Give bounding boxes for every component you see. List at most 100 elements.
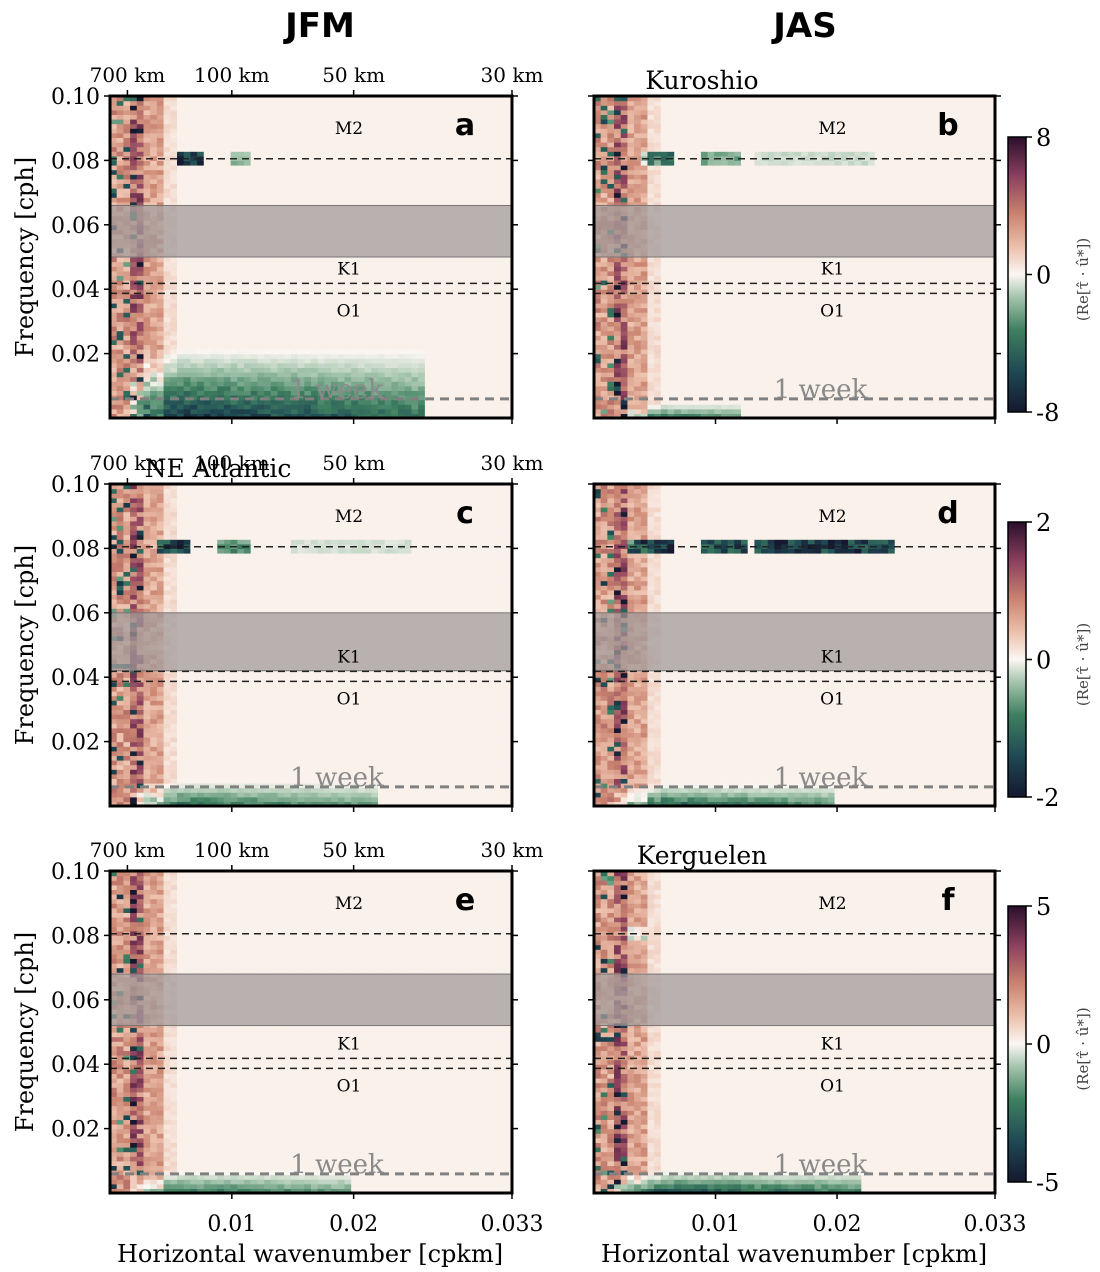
heatmap-cell <box>230 385 238 391</box>
heatmap-cell <box>183 362 191 368</box>
heatmap-cell <box>277 307 285 313</box>
heatmap-cell <box>183 372 191 378</box>
heatmap-cell <box>620 284 629 290</box>
heatmap-cell <box>418 160 426 166</box>
heatmap-cell <box>130 160 138 166</box>
heatmap-cell <box>217 413 225 419</box>
heatmap-cell <box>317 293 325 299</box>
heatmap-cell <box>478 151 486 157</box>
heatmap-cell <box>230 358 238 364</box>
heatmap-cell <box>634 270 642 276</box>
heatmap-cell <box>136 188 145 194</box>
heatmap-cell <box>250 312 258 318</box>
heatmap-cell <box>594 160 602 166</box>
heatmap-cell <box>270 119 279 125</box>
heatmap-cell <box>411 261 419 267</box>
heatmap-cell <box>491 307 500 313</box>
heatmap-cell <box>290 390 299 396</box>
heatmap-cell <box>614 174 622 180</box>
heatmap-cell <box>203 289 212 295</box>
heatmap-cell <box>110 307 118 313</box>
heatmap-cell <box>270 307 279 313</box>
heatmap-cell <box>264 137 272 143</box>
heatmap-cell <box>110 142 118 148</box>
heatmap-cell <box>485 381 493 387</box>
heatmap-cell <box>620 105 629 111</box>
heatmap-cell <box>197 303 205 309</box>
heatmap-cell <box>311 160 319 166</box>
heatmap-cell <box>237 330 245 336</box>
heatmap-cell <box>244 280 252 286</box>
heatmap-cell <box>478 385 486 391</box>
heatmap-cell <box>170 390 178 396</box>
heatmap-cell <box>331 155 339 161</box>
heatmap-cell <box>445 132 453 138</box>
heatmap-cell <box>250 298 258 304</box>
heatmap-cell <box>647 128 655 134</box>
heatmap-cell <box>116 96 124 102</box>
heatmap-cell <box>351 390 359 396</box>
heatmap-cell <box>391 307 399 313</box>
heatmap-cell <box>297 307 305 313</box>
heatmap-cell <box>391 275 399 281</box>
heatmap-cell <box>270 178 279 184</box>
heatmap-cell <box>627 303 635 309</box>
heatmap-cell <box>465 307 473 313</box>
heatmap-cell <box>384 146 392 152</box>
heatmap-cell <box>331 96 339 102</box>
heatmap-cell <box>351 275 359 281</box>
heatmap-cell <box>183 275 191 281</box>
heatmap-cell <box>311 114 319 120</box>
heatmap-cell <box>660 257 669 263</box>
heatmap-cell <box>324 270 332 276</box>
heatmap-cell <box>634 114 642 120</box>
heatmap-cell <box>210 114 218 120</box>
heatmap-cell <box>498 261 506 267</box>
heatmap-cell <box>431 413 439 419</box>
heatmap-cell <box>498 362 506 368</box>
heatmap-cell <box>498 165 506 171</box>
heatmap-cell <box>660 307 669 313</box>
heatmap-cell <box>614 413 622 419</box>
heatmap-cell <box>634 312 642 318</box>
heatmap-cell <box>150 160 158 166</box>
heatmap-cell <box>136 109 145 115</box>
heatmap-cell <box>418 142 426 148</box>
heatmap-cell <box>485 367 493 373</box>
heatmap-cell <box>465 266 473 272</box>
heatmap-cell <box>424 160 433 166</box>
heatmap-cell <box>304 105 312 111</box>
heatmap-cell <box>438 404 446 410</box>
heatmap-cell <box>471 376 480 382</box>
heatmap-cell <box>620 100 629 106</box>
heatmap-cell <box>150 183 158 189</box>
heatmap-cell <box>150 178 158 184</box>
heatmap-cell <box>600 399 608 405</box>
heatmap-cell <box>478 137 486 143</box>
heatmap-cell <box>398 362 406 368</box>
heatmap-cell <box>324 289 332 295</box>
heatmap-cell <box>357 151 366 157</box>
heatmap-cell <box>391 293 399 299</box>
heatmap-cell <box>163 128 171 134</box>
heatmap-cell <box>654 344 662 350</box>
heatmap-cell <box>640 114 649 120</box>
heatmap-cell <box>331 280 339 286</box>
heatmap-cell <box>177 96 185 102</box>
heatmap-cell <box>257 192 265 198</box>
heatmap-cell <box>311 349 319 355</box>
heatmap-cell <box>183 114 191 120</box>
heatmap-cell <box>230 312 238 318</box>
heatmap-cell <box>290 408 299 414</box>
heatmap-cell <box>640 165 649 171</box>
heatmap-cell <box>634 298 642 304</box>
heatmap-cell <box>364 169 372 175</box>
heatmap-cell <box>244 142 252 148</box>
heatmap-cell <box>297 344 305 350</box>
heatmap-cell <box>190 293 198 299</box>
heatmap-cell <box>594 399 602 405</box>
heatmap-cell <box>357 390 366 396</box>
heatmap-cell <box>264 330 272 336</box>
heatmap-cell <box>478 261 486 267</box>
heatmap-cell <box>163 137 171 143</box>
